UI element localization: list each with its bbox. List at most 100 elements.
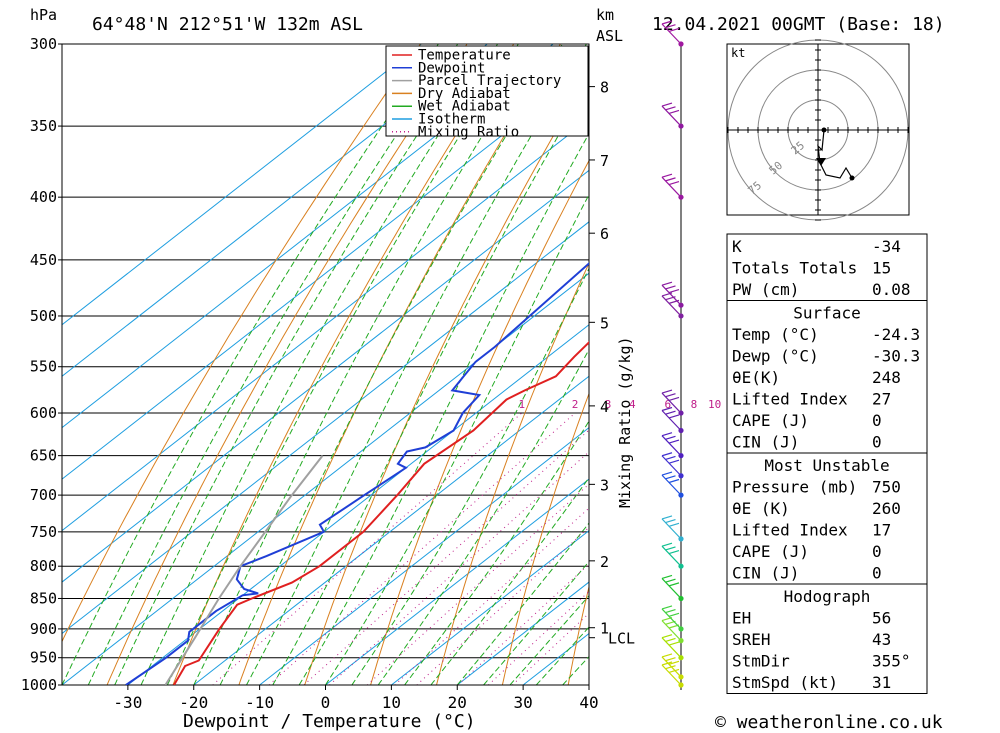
wind-barb	[661, 471, 682, 496]
wet-adiabat-line	[166, 44, 519, 685]
datetime-header: 12.04.2021 00GMT (Base: 18)	[652, 14, 945, 35]
table-row-value: 248	[872, 368, 901, 387]
table-row-label: StmSpd (kt)	[732, 673, 838, 692]
table-row-label: Temp (°C)	[732, 325, 819, 344]
pressure-tick-label: 550	[30, 358, 57, 376]
wind-barb	[661, 661, 682, 686]
table-row-value: 750	[872, 478, 901, 497]
table-row-label: CAPE (J)	[732, 542, 809, 561]
height-tick-label: 2	[600, 553, 609, 571]
wind-barb	[661, 605, 682, 630]
hodograph-end-dot	[849, 175, 855, 181]
mixing-ratio-label: 1	[518, 398, 525, 411]
table-row-label: Dewp (°C)	[732, 347, 819, 366]
table-row-value: 56	[872, 609, 891, 628]
wet-adiabat-line	[246, 44, 587, 685]
table-row-value: 17	[872, 521, 891, 540]
table-title: Surface	[793, 304, 860, 323]
table-row-value: 260	[872, 499, 901, 518]
isotherm-line	[62, 221, 589, 635]
wet-adiabat-line	[298, 132, 589, 685]
isotherm-line	[391, 529, 589, 685]
table-row-value: 0	[872, 433, 882, 452]
mixing-ratio-line	[457, 563, 589, 685]
table-hodograph-table	[726, 583, 928, 694]
isotherm-line	[62, 44, 488, 377]
pressure-tick-label: 350	[30, 117, 57, 135]
table-row-label: SREH	[732, 630, 771, 649]
hodograph-unit: kt	[731, 46, 745, 60]
mixing-ratio-line	[268, 412, 576, 685]
wet-adiabat-line	[272, 81, 589, 685]
mixing-ratio-line	[329, 451, 589, 685]
isotherm-line	[62, 44, 554, 429]
table-row-label: StmDir	[732, 652, 790, 671]
wind-barb	[661, 432, 682, 457]
mixing-ratio-line	[212, 412, 523, 685]
table-row-value: 0	[872, 564, 882, 583]
mixing-ratio-label: 4	[629, 398, 636, 411]
wet-adiabat-line	[114, 44, 478, 685]
isotherm-line	[62, 66, 589, 480]
temp-tick-label: -10	[245, 693, 274, 712]
temp-tick-label: -20	[179, 693, 208, 712]
mixing-ratio-label: 8	[691, 398, 698, 411]
temp-tick-label: 20	[448, 693, 467, 712]
hodograph-trace	[817, 129, 853, 179]
wind-barb	[661, 653, 682, 678]
wet-adiabat-line	[377, 348, 589, 685]
table-row-value: 355°	[872, 652, 911, 671]
wind-barb	[661, 173, 682, 198]
legend-label: Wet Adiabat	[418, 99, 511, 115]
wet-adiabat-line	[325, 193, 589, 685]
wet-adiabat-line	[219, 44, 563, 685]
height-tick-label: 4	[600, 398, 609, 416]
temp-tick-label: 40	[579, 693, 598, 712]
table-row-label: CIN (J)	[732, 433, 799, 452]
height-tick-label: 3	[600, 476, 609, 494]
temp-tick-label: 10	[382, 693, 401, 712]
pressure-tick-label: 800	[30, 557, 57, 575]
dry-adiabat-line	[62, 44, 421, 643]
wet-adiabat-line	[404, 420, 589, 685]
mixing-ratio-label: 6	[665, 398, 672, 411]
table-row-label: K	[732, 237, 742, 256]
wind-barb	[661, 389, 682, 414]
series-temperature	[173, 340, 589, 685]
legend-label: Mixing Ratio	[418, 124, 519, 140]
table-row-label: Totals Totals	[732, 259, 857, 278]
dry-adiabat-line	[370, 159, 589, 685]
pressure-tick-label: 950	[30, 649, 57, 667]
table-title: Hodograph	[784, 587, 871, 606]
table-row-label: Lifted Index	[732, 521, 848, 540]
wet-adiabat-line	[430, 476, 589, 685]
dry-adiabat-line	[304, 73, 589, 685]
wind-barb	[661, 452, 682, 477]
table-row-label: CAPE (J)	[732, 411, 809, 430]
table-row-label: θE (K)	[732, 499, 790, 518]
table-row-label: Pressure (mb)	[732, 478, 857, 497]
table-indices	[726, 233, 928, 301]
table-row-value: 43	[872, 630, 891, 649]
mixing-ratio-label: 3	[605, 398, 612, 411]
pressure-tick-label: 750	[30, 523, 57, 541]
temp-tick-label: 0	[321, 693, 331, 712]
table-row-value: 0	[872, 411, 882, 430]
pressure-tick-label: 1000	[21, 676, 57, 694]
wind-barb	[661, 20, 682, 45]
table-row-value: -24.3	[872, 325, 920, 344]
wind-barb	[661, 281, 682, 306]
pressure-tick-label: 900	[30, 620, 57, 638]
mixing-ratio-line	[416, 526, 589, 685]
pressure-tick-label: 600	[30, 404, 57, 422]
table-row-value: 27	[872, 390, 891, 409]
wet-adiabat-line	[351, 267, 589, 685]
storm-motion-marker	[816, 158, 826, 166]
table-row-value: 15	[872, 259, 891, 278]
height-unit-asl: ASL	[596, 27, 623, 45]
table-title: Most Unstable	[764, 456, 889, 475]
table-row-value: 0	[872, 542, 882, 561]
dry-adiabat-line	[963, 44, 1000, 685]
mixing-ratio-label: 2	[572, 398, 579, 411]
